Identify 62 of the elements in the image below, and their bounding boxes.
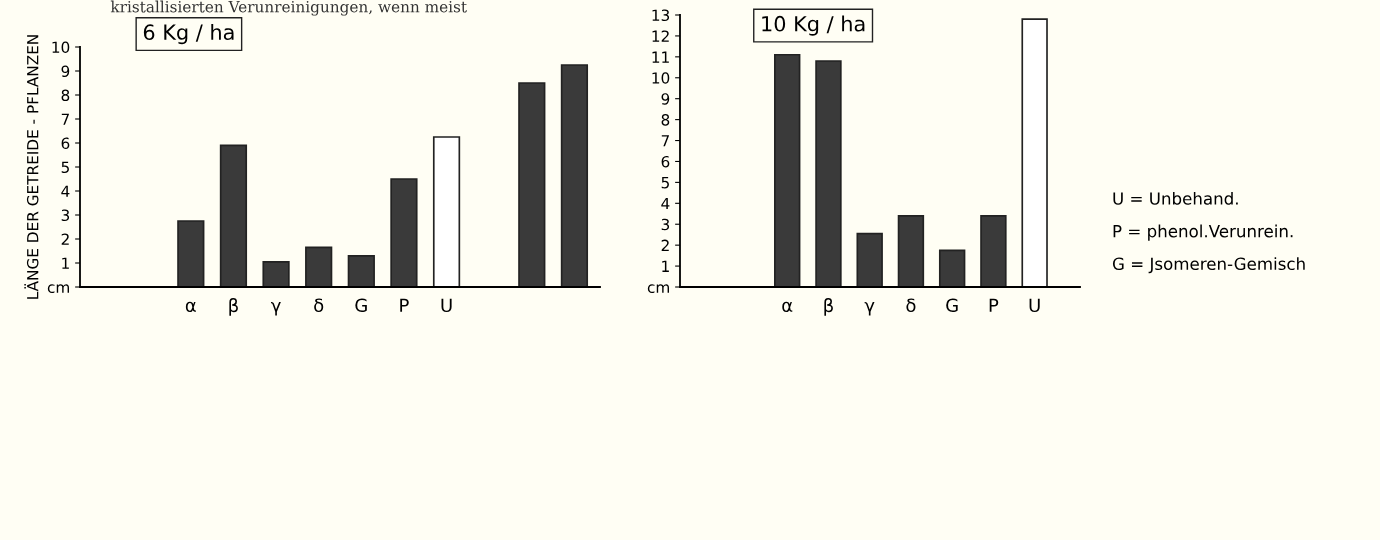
- bar: [856, 232, 883, 287]
- bar: [774, 53, 801, 287]
- text: U = Unbehand.: [1113, 191, 1238, 205]
- x-tick-label: α: [185, 301, 196, 313]
- x-tick-label: G: [355, 298, 367, 313]
- x-tick-label: P: [400, 298, 409, 312]
- y-tick-label: 4: [61, 185, 70, 197]
- bar: [219, 144, 248, 287]
- y-tick-label: 3: [61, 209, 70, 222]
- y-tick-label: 6: [61, 137, 70, 150]
- y-tick-label: cm: [47, 284, 69, 294]
- y-tick-label: 2: [661, 239, 669, 251]
- bar: [897, 215, 925, 287]
- text: G = Jsomeren-Gemisch: [1112, 257, 1305, 274]
- y-axis-title: LÄNGE DER GETREIDE - PFLANZEN: [24, 35, 39, 299]
- y-tick-label: 9: [61, 65, 70, 78]
- y-tick-label: 5: [661, 177, 669, 189]
- text: kristallisierten Verunreinigungen, wenn meist: [110, 0, 467, 16]
- y-tick-label: 4: [661, 197, 670, 210]
- bar: [815, 60, 842, 287]
- x-tick-label: δ: [314, 298, 324, 313]
- x-tick-label: U: [1029, 298, 1040, 313]
- x-tick-label: γ: [864, 301, 875, 316]
- x-tick-label: α: [782, 301, 793, 313]
- bar: [305, 246, 333, 287]
- bar: [1021, 18, 1048, 287]
- bar: [177, 220, 205, 287]
- x-tick-label: δ: [906, 298, 916, 313]
- chart-title: 6 Kg / ha: [143, 23, 234, 45]
- x-tick-label: P: [989, 298, 999, 312]
- bar: [980, 215, 1007, 287]
- bar: [432, 136, 461, 287]
- y-tick-label: 3: [661, 218, 670, 231]
- bar: [390, 178, 418, 287]
- y-tick-label: 12: [652, 30, 669, 42]
- y-tick-label: 2: [61, 233, 69, 245]
- x-tick-label: β: [229, 298, 238, 316]
- y-tick-label: 11: [652, 51, 669, 63]
- y-tick-label: 1: [62, 257, 69, 269]
- bar: [262, 260, 290, 287]
- x-tick-label: G: [946, 298, 958, 313]
- x-tick-label: U: [441, 298, 452, 313]
- y-tick-label: 8: [661, 114, 670, 126]
- bar: [347, 254, 375, 287]
- y-tick-label: 8: [61, 89, 70, 102]
- text: P = phenol.Verunrein.: [1113, 224, 1293, 241]
- y-tick-label: 5: [61, 161, 69, 174]
- y-tick-label: 1: [662, 260, 669, 272]
- x-tick-label: γ: [271, 301, 281, 316]
- bar: [938, 249, 966, 287]
- y-tick-label: 13: [652, 9, 670, 22]
- y-tick-label: 6: [661, 155, 670, 168]
- y-tick-label: cm: [647, 284, 669, 294]
- y-tick-label: 7: [61, 113, 69, 125]
- y-tick-label: 7: [661, 135, 669, 147]
- chart-title: 10 Kg / ha: [762, 15, 865, 36]
- y-tick-label: 10: [652, 72, 670, 84]
- y-tick-label: 10: [52, 41, 70, 54]
- x-tick-label: β: [824, 298, 833, 316]
- y-tick-label: 9: [661, 93, 670, 105]
- bar: [518, 82, 546, 287]
- bar: [560, 64, 589, 287]
